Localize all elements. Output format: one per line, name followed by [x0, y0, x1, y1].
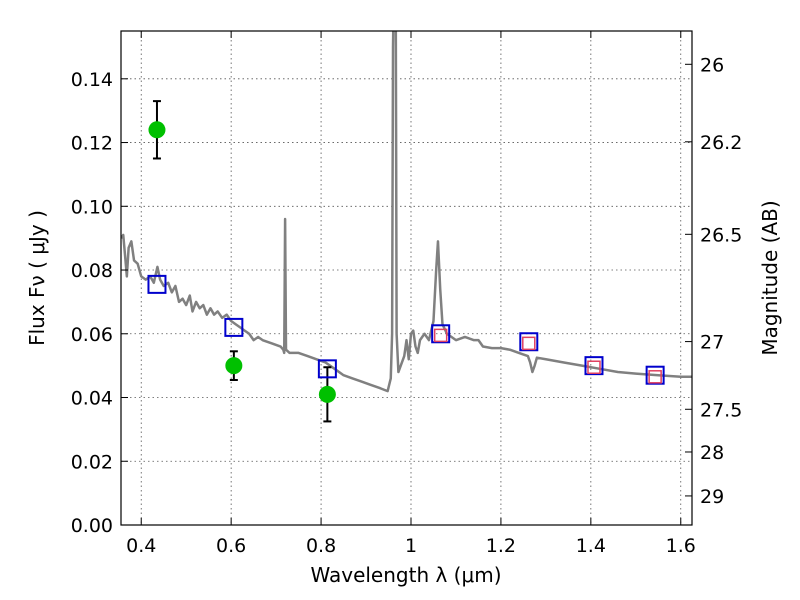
y2-tick-label: 27.5 [700, 399, 742, 421]
model-spectrum-line [121, 31, 692, 393]
y-tick-label: 0.08 [71, 260, 113, 282]
model-band-point [431, 324, 451, 344]
y-tick-label: 0.10 [71, 196, 113, 218]
observed-point [318, 385, 336, 403]
model-band-point [519, 332, 539, 352]
model-band-point-inner [522, 336, 536, 351]
y-tick-label: 0.06 [71, 324, 113, 346]
x-tick-label: 0.6 [216, 535, 246, 557]
x-tick-label: 1.2 [486, 535, 516, 557]
y2-tick-labels: 26 26.2 26.5 27 27.5 28 29 [700, 54, 742, 508]
observed-point [148, 121, 166, 139]
model-band-point [645, 365, 665, 385]
grid [121, 31, 692, 526]
y-tick-label: 0.02 [71, 451, 113, 473]
x-axis-label: Wavelength λ (μm) [310, 563, 501, 587]
x-tick-labels: 0.4 0.6 0.8 1 1.2 1.4 1.6 [126, 535, 696, 557]
x-tick-label: 1.4 [576, 535, 606, 557]
y2-tick-label: 28 [700, 442, 724, 464]
y-tick-label: 0.04 [71, 388, 113, 410]
y2-tick-label: 26.2 [700, 132, 742, 154]
y-tick-label: 0.12 [71, 133, 113, 155]
x-tick-label: 0.8 [306, 535, 336, 557]
model-band-point-inner [587, 360, 601, 374]
model-band-point [224, 317, 244, 337]
y-tick-labels: 0.00 0.02 0.04 0.06 0.08 0.10 0.12 0.14 [71, 69, 113, 537]
y2-tick-label: 26 [700, 54, 724, 76]
model-band-point-inner [648, 370, 662, 384]
y-axis-label: Flux Fν ( μJy ) [25, 210, 49, 346]
y-tick-label: 0.14 [71, 69, 113, 91]
observed-point [225, 357, 243, 375]
model-band-point [317, 359, 337, 379]
model-band-point [584, 356, 604, 376]
y-tick-label: 0.00 [71, 515, 113, 537]
x-tick-label: 0.4 [126, 535, 156, 557]
model-band-point [147, 274, 167, 294]
y2-tick-label: 26.5 [700, 224, 742, 246]
x-tick-label: 1.6 [666, 535, 696, 557]
y2-tick-label: 27 [700, 332, 724, 354]
y2-tick-label: 29 [700, 486, 724, 508]
plot-frame [120, 30, 693, 526]
x-tick-label: 1 [405, 535, 417, 557]
ticks [121, 31, 692, 526]
plot-area [121, 31, 692, 423]
model-band-point-inner [433, 328, 448, 343]
y2-axis-label: Magnitude (AB) [758, 200, 782, 355]
